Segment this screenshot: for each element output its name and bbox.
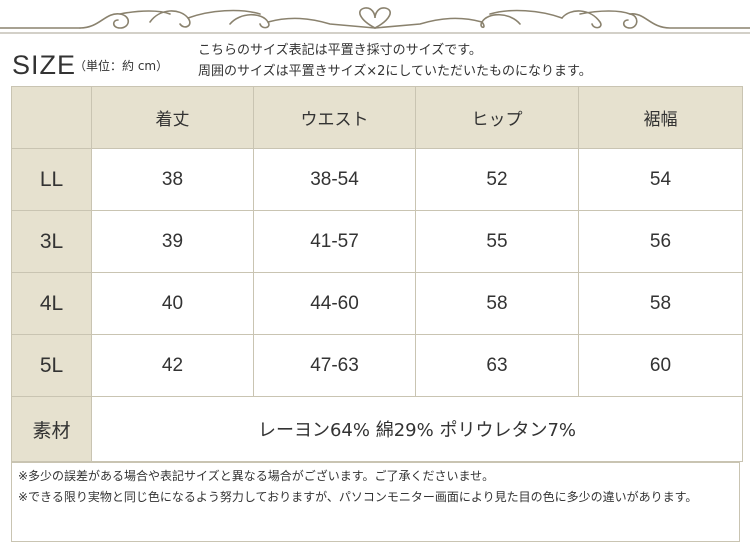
header-waist: ウエスト	[253, 86, 416, 149]
table-row: 5L 42 47-63 63 60	[11, 334, 743, 397]
decorative-scroll-border	[0, 7, 750, 34]
table-cell: 44-60	[253, 272, 416, 335]
table-cell: 56	[578, 210, 743, 273]
table-cell: 52	[415, 148, 579, 211]
table-cell: 55	[415, 210, 579, 273]
table-cell: 58	[415, 272, 579, 335]
table-header-row: 着丈 ウエスト ヒップ 裾幅	[11, 86, 743, 149]
table-cell: 40	[91, 272, 254, 335]
header-corner-cell	[11, 86, 92, 149]
material-value: レーヨン64% 綿29% ポリウレタン7%	[91, 396, 743, 462]
table-cell: 38	[91, 148, 254, 211]
intro-text: こちらのサイズ表記は平置き採寸のサイズです。 周囲のサイズは平置きサイズ×2にし…	[198, 40, 592, 82]
note-1: ※多少の誤差がある場合や表記サイズと異なる場合がございます。ご了承くださいませ。	[18, 469, 495, 483]
table-cell: 41-57	[253, 210, 416, 273]
table-cell: 58	[578, 272, 743, 335]
table-cell: 63	[415, 334, 579, 397]
header-hem-width: 裾幅	[578, 86, 743, 149]
table-cell: 42	[91, 334, 254, 397]
size-label: LL	[11, 148, 92, 211]
size-label: 4L	[11, 272, 92, 335]
table-cell: 39	[91, 210, 254, 273]
table-cell: 47-63	[253, 334, 416, 397]
unit-label: （単位：約 cm）	[74, 59, 169, 73]
header-hip: ヒップ	[415, 86, 579, 149]
note-2: ※できる限り実物と同じ色になるよう努力しておりますが、パソコンモニター画面により…	[18, 490, 698, 504]
intro-line-2: 周囲のサイズは平置きサイズ×2にしていただいたものになります。	[198, 64, 592, 79]
size-label: 3L	[11, 210, 92, 273]
table-row: 3L 39 41-57 55 56	[11, 210, 743, 273]
table-cell: 38-54	[253, 148, 416, 211]
material-label: 素材	[11, 396, 92, 462]
table-cell: 54	[578, 148, 743, 211]
material-row: 素材 レーヨン64% 綿29% ポリウレタン7%	[11, 396, 743, 462]
table-cell: 60	[578, 334, 743, 397]
size-heading: SIZE	[12, 50, 77, 80]
intro-line-1: こちらのサイズ表記は平置き採寸のサイズです。	[198, 43, 482, 58]
table-row: 4L 40 44-60 58 58	[11, 272, 743, 335]
notes-box: ※多少の誤差がある場合や表記サイズと異なる場合がございます。ご了承くださいませ。…	[11, 462, 740, 542]
header-length: 着丈	[91, 86, 254, 149]
size-label: 5L	[11, 334, 92, 397]
size-table: 着丈 ウエスト ヒップ 裾幅 LL 38 38-54 52 54 3L 39 4…	[11, 86, 743, 462]
table-row: LL 38 38-54 52 54	[11, 148, 743, 211]
